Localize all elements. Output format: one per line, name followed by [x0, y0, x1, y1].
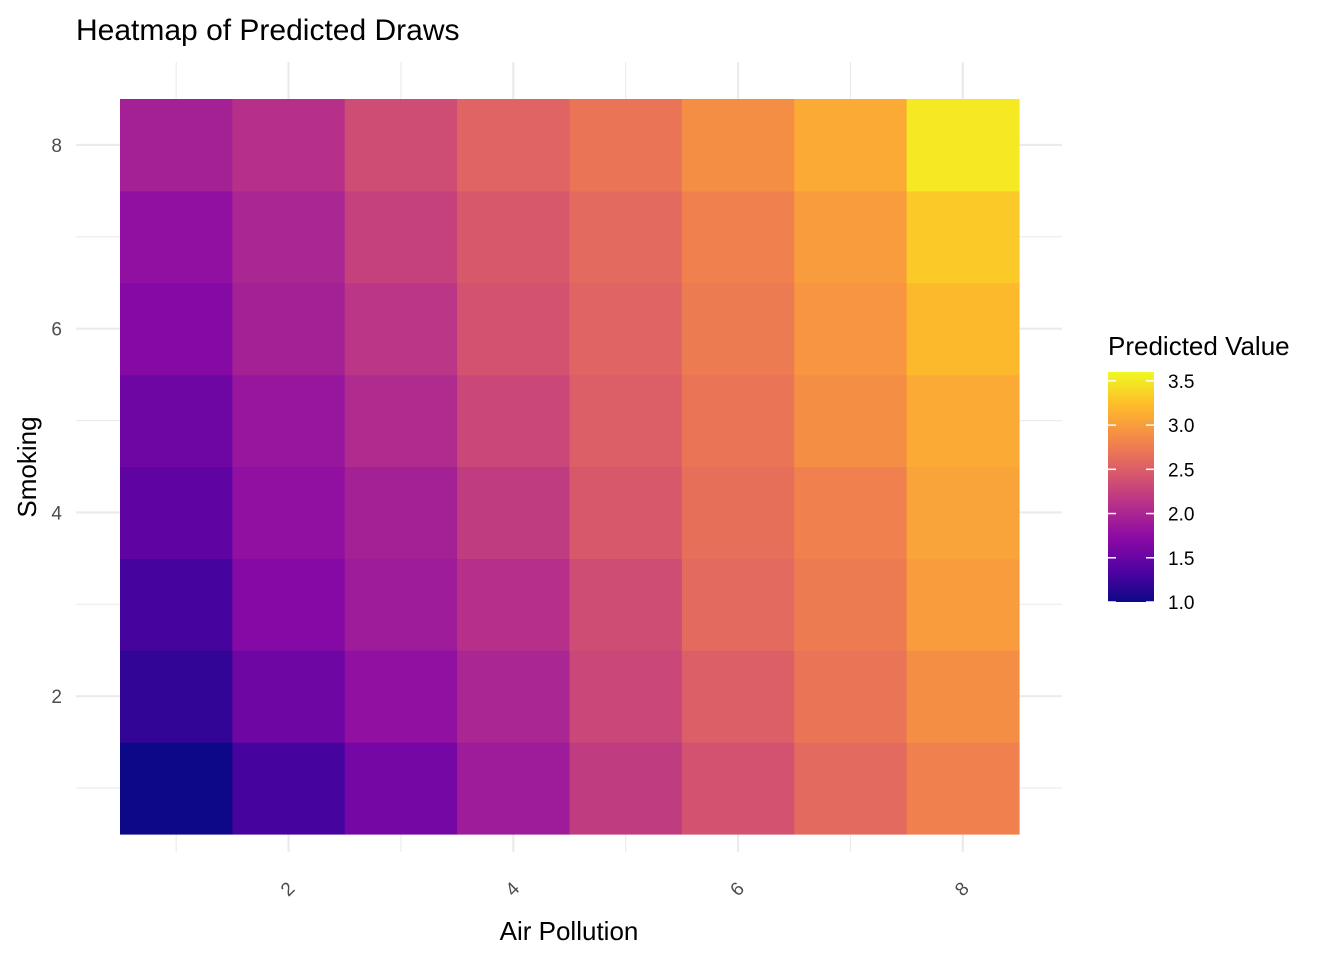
heatmap-cell	[344, 558, 458, 651]
heatmap-cell	[681, 282, 795, 376]
heatmap-cell	[232, 650, 346, 743]
heatmap-cell	[569, 190, 683, 284]
y-tick-label: 4	[51, 503, 62, 524]
heatmap-cell	[457, 650, 571, 743]
y-axis-ticks: 2 4 6 8	[51, 136, 62, 708]
heatmap-cell	[457, 99, 571, 192]
legend-label: 1.0	[1168, 593, 1194, 614]
heatmap-cell	[794, 99, 908, 192]
heatmap-cell	[906, 466, 1020, 559]
x-axis-ticks: 2 4 6 8	[277, 878, 974, 901]
heatmap-cell	[569, 466, 683, 559]
heatmap-cell	[457, 190, 571, 284]
heatmap-cell	[232, 282, 346, 376]
legend-colorbar	[1108, 372, 1154, 602]
heatmap-cell	[794, 650, 908, 743]
heatmap-cell	[344, 190, 458, 284]
heatmap-cell	[457, 374, 571, 468]
heatmap-cell	[794, 190, 908, 284]
legend: Predicted Value 1.0 1.5 2.0 2.5 3.0 3.5	[1108, 331, 1290, 614]
heatmap-cell	[232, 99, 346, 192]
heatmap-cell	[232, 190, 346, 284]
heatmap-cell	[232, 558, 346, 651]
heatmap-cell	[344, 374, 458, 468]
heatmap-cell	[569, 374, 683, 468]
heatmap-cell	[120, 282, 233, 376]
x-tick-label: 8	[951, 878, 973, 900]
heatmap-cell	[120, 558, 233, 651]
heatmap-cell	[681, 558, 795, 651]
heatmap-cell	[794, 374, 908, 468]
y-axis-title: Smoking	[12, 416, 42, 517]
heatmap-cells	[120, 99, 1020, 835]
heatmap-cell	[344, 650, 458, 743]
heatmap-cell	[569, 558, 683, 651]
x-axis-title: Air Pollution	[500, 916, 639, 946]
heatmap-cell	[906, 558, 1020, 651]
y-tick-label: 2	[51, 687, 62, 708]
heatmap-cell	[344, 282, 458, 376]
heatmap-cell	[906, 190, 1020, 284]
heatmap-cell	[344, 742, 458, 835]
heatmap-cell	[232, 466, 346, 559]
heatmap-cell	[681, 99, 795, 192]
heatmap-cell	[906, 282, 1020, 376]
heatmap-cell	[681, 742, 795, 835]
heatmap-cell	[120, 650, 233, 743]
heatmap-cell	[457, 282, 571, 376]
heatmap-cell	[569, 99, 683, 192]
x-tick-label: 6	[727, 878, 749, 900]
heatmap-cell	[906, 742, 1020, 835]
heatmap-cell	[232, 374, 346, 468]
heatmap-cell	[232, 742, 346, 835]
y-tick-label: 6	[51, 320, 62, 341]
y-tick-label: 8	[51, 136, 62, 157]
heatmap-cell	[569, 282, 683, 376]
heatmap-cell	[120, 190, 233, 284]
heatmap-cell	[120, 466, 233, 559]
heatmap-cell	[681, 190, 795, 284]
heatmap-cell	[457, 466, 571, 559]
legend-label: 3.5	[1168, 372, 1194, 393]
heatmap-cell	[906, 374, 1020, 468]
heatmap-cell	[906, 99, 1020, 192]
heatmap-cell	[906, 650, 1020, 743]
heatmap-cell	[120, 374, 233, 468]
heatmap-cell	[569, 742, 683, 835]
heatmap-cell	[569, 650, 683, 743]
heatmap-cell	[794, 742, 908, 835]
x-tick-label: 4	[502, 878, 525, 901]
heatmap-cell	[120, 99, 233, 192]
heatmap-cell	[681, 466, 795, 559]
heatmap-cell	[344, 466, 458, 559]
heatmap-cell	[794, 466, 908, 559]
legend-ticks: 1.0 1.5 2.0 2.5 3.0 3.5	[1108, 372, 1194, 614]
heatmap-cell	[681, 650, 795, 743]
legend-label: 1.5	[1168, 549, 1194, 570]
chart-title: Heatmap of Predicted Draws	[76, 14, 460, 47]
heatmap-cell	[457, 558, 571, 651]
x-tick-label: 2	[277, 878, 299, 900]
heatmap-cell	[794, 282, 908, 376]
heatmap-cell	[120, 742, 233, 835]
legend-title: Predicted Value	[1108, 331, 1290, 361]
heatmap-cell	[681, 374, 795, 468]
heatmap-cell	[344, 99, 458, 192]
legend-label: 2.5	[1168, 460, 1194, 481]
legend-label: 2.0	[1168, 505, 1194, 526]
legend-label: 3.0	[1168, 416, 1194, 437]
heatmap-cell	[457, 742, 571, 835]
heatmap-cell	[794, 558, 908, 651]
